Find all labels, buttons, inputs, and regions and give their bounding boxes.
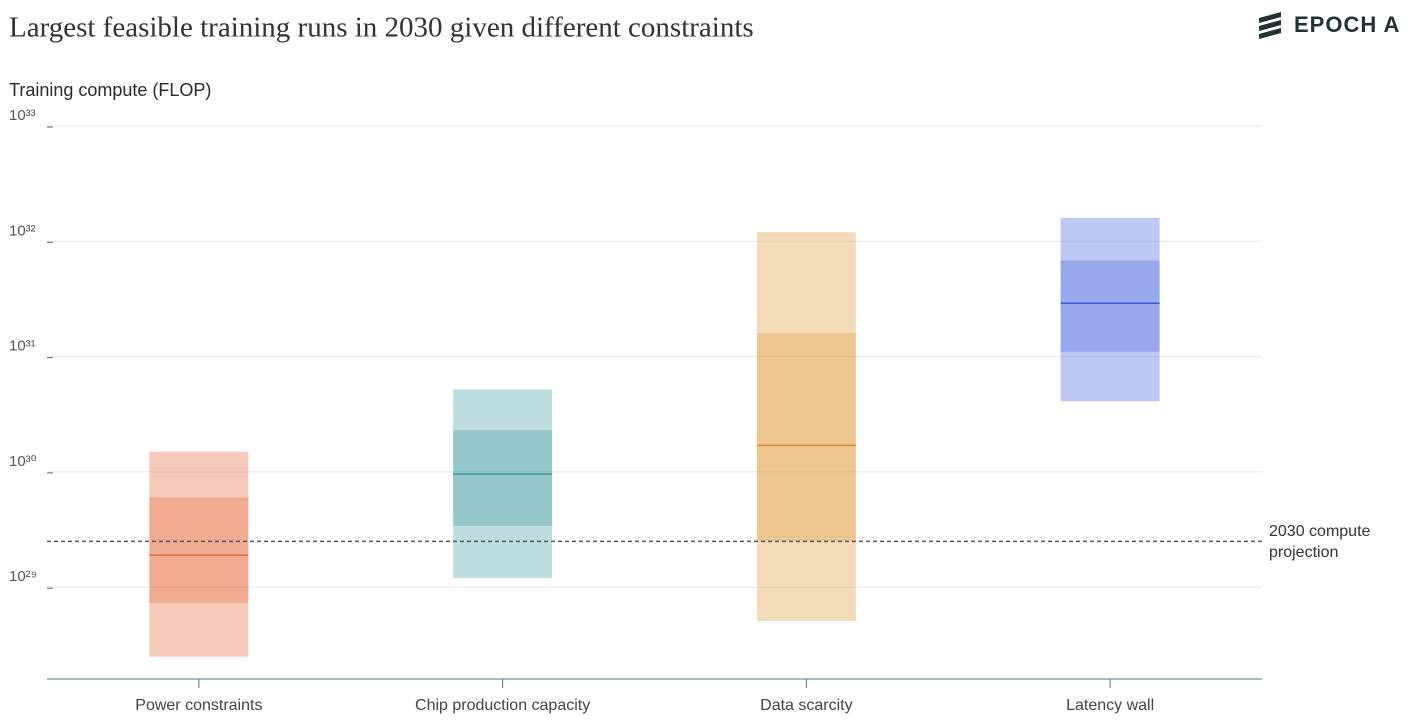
y-tick-label: 10³⁰ [9, 453, 37, 470]
y-axis-label: Training compute (FLOP) [9, 80, 211, 100]
box-inner [1060, 260, 1160, 352]
box-outer [1060, 217, 1160, 402]
box-inner [756, 333, 856, 542]
box-outer [149, 451, 249, 657]
x-tick-label: Latency wall [1066, 697, 1154, 714]
box-inner [453, 430, 553, 526]
chart-title: Largest feasible training runs in 2030 g… [9, 12, 754, 44]
brand-logo: EPOCH A [1259, 12, 1400, 39]
reference-label: 2030 compute projection [1269, 523, 1371, 562]
box-inner [149, 497, 249, 603]
y-tick-label: 10³³ [9, 107, 36, 124]
x-tick-label: Power constraints [135, 697, 262, 714]
x-tick-label: Chip production capacity [415, 697, 590, 714]
box-outer [453, 389, 553, 579]
y-tick-label: 10²⁹ [9, 568, 37, 585]
x-tick-label: Data scarcity [760, 697, 852, 714]
box-outer [756, 232, 856, 621]
y-tick-label: 10³² [9, 222, 36, 239]
brand-text: EPOCH A [1294, 12, 1400, 37]
y-tick-label: 10³¹ [9, 338, 36, 355]
logo-icon [1259, 12, 1281, 39]
